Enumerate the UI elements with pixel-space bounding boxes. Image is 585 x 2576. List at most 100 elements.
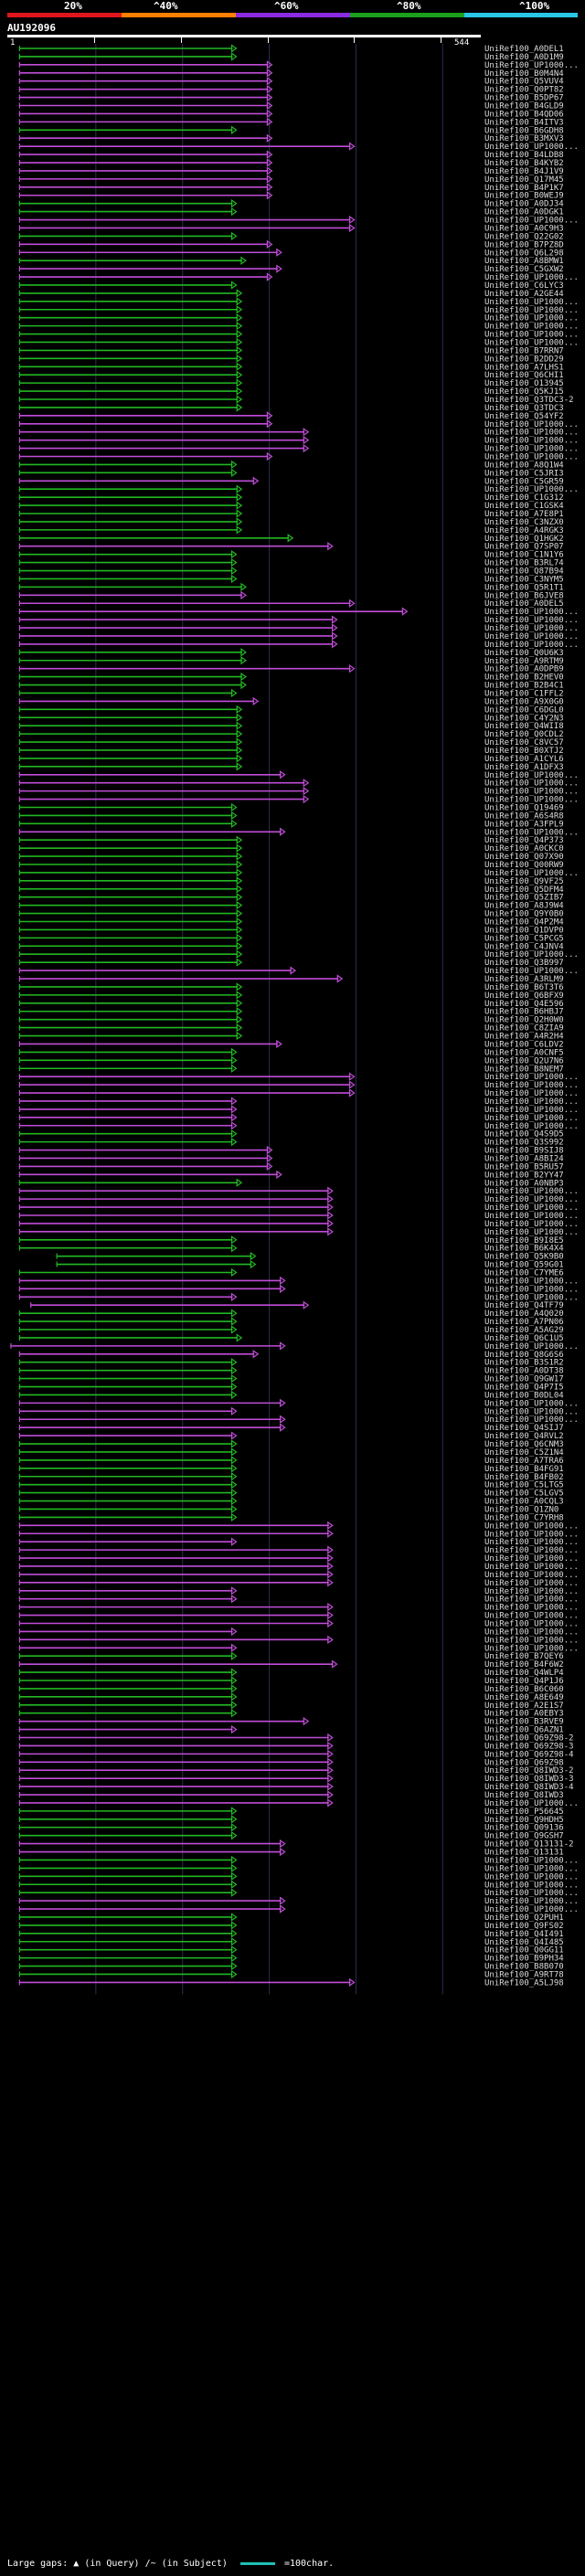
hit-row[interactable]: UniRef100_Q4E596: [18, 999, 564, 1009]
hit-label[interactable]: UniRef100_A7PN06: [484, 1318, 564, 1327]
hit-row[interactable]: UniRef100_UP1000...: [18, 631, 579, 641]
hit-label[interactable]: UniRef100_UP1000...: [484, 1612, 579, 1621]
hit-label[interactable]: UniRef100_UP1000...: [484, 314, 579, 323]
hit-row[interactable]: UniRef100_B0DL04: [18, 1390, 564, 1400]
hit-label[interactable]: UniRef100_B6JVE8: [484, 591, 564, 600]
hit-row[interactable]: UniRef100_A0DT38: [18, 1366, 564, 1376]
hit-row[interactable]: UniRef100_Q17M45: [18, 175, 564, 185]
hit-label[interactable]: UniRef100_UP1000...: [484, 869, 579, 878]
hit-row[interactable]: UniRef100_Q1ZN0: [18, 1504, 558, 1514]
hit-label[interactable]: UniRef100_Q1DVP0: [484, 926, 564, 935]
hit-row[interactable]: UniRef100_Q6BFX9: [18, 991, 564, 1001]
hit-row[interactable]: UniRef100_B2DD29: [18, 354, 564, 364]
hit-label[interactable]: UniRef100_UP1000...: [484, 1872, 579, 1882]
hit-label[interactable]: UniRef100_Q4RVL2: [484, 1432, 564, 1441]
hit-row[interactable]: UniRef100_Q87B94: [18, 566, 564, 577]
hit-label[interactable]: UniRef100_Q9GW17: [484, 1375, 564, 1384]
hit-label[interactable]: UniRef100_B7PZ8D: [484, 240, 564, 249]
hit-label[interactable]: UniRef100_C5GXW2: [484, 265, 564, 274]
hit-label[interactable]: UniRef100_Q4I491: [484, 1930, 564, 1939]
hit-row[interactable]: UniRef100_Q9GW17: [18, 1373, 564, 1384]
hit-label[interactable]: UniRef100_UP1000...: [484, 1644, 579, 1653]
hit-row[interactable]: UniRef100_A0DEL1: [18, 44, 564, 54]
hit-row[interactable]: UniRef100_Q2H0W0: [18, 1015, 564, 1025]
hit-row[interactable]: UniRef100_A7LHS1: [18, 362, 564, 372]
hit-label[interactable]: UniRef100_A9RTM9: [484, 657, 564, 666]
hit-label[interactable]: UniRef100_A0DJ34: [484, 200, 564, 209]
hit-row[interactable]: UniRef100_UP1000...: [18, 305, 579, 315]
hit-label[interactable]: UniRef100_C8VC57: [484, 738, 564, 747]
hit-label[interactable]: UniRef100_A0CKC0: [484, 844, 564, 853]
hit-row[interactable]: UniRef100_Q5KJ15: [18, 387, 564, 397]
hit-label[interactable]: UniRef100_UP1000...: [484, 1587, 579, 1596]
hit-label[interactable]: UniRef100_UP1000...: [484, 331, 579, 340]
hit-row[interactable]: UniRef100_UP1000...: [18, 1211, 579, 1221]
hit-label[interactable]: UniRef100_UP1000...: [484, 1554, 579, 1564]
hit-label[interactable]: UniRef100_A6S4R8: [484, 811, 564, 821]
hit-row[interactable]: UniRef100_C1N1Y6: [18, 550, 564, 560]
hit-label[interactable]: UniRef100_C3NYM5: [484, 575, 564, 584]
hit-label[interactable]: UniRef100_UP1000...: [484, 828, 579, 837]
hit-label[interactable]: UniRef100_A2E1S7: [484, 1701, 564, 1711]
hit-row[interactable]: UniRef100_C6LYC3: [18, 281, 564, 291]
hit-label[interactable]: UniRef100_Q8IWD3-4: [484, 1783, 574, 1792]
hit-row[interactable]: UniRef100_A7TRA6: [18, 1456, 564, 1466]
hit-label[interactable]: UniRef100_Q2H0W0: [484, 1016, 564, 1025]
hit-label[interactable]: UniRef100_Q69Z98: [484, 1758, 564, 1767]
hit-label[interactable]: UniRef100_B3S1R2: [484, 1359, 564, 1368]
hit-row[interactable]: UniRef100_UP1000...: [18, 1529, 579, 1539]
hit-label[interactable]: UniRef100_UP1000...: [484, 1530, 579, 1539]
hit-label[interactable]: UniRef100_Q4WII8: [484, 722, 564, 731]
hit-label[interactable]: UniRef100_B4ITV3: [484, 118, 564, 127]
hit-label[interactable]: UniRef100_Q4P7I5: [484, 1383, 564, 1393]
hit-row[interactable]: UniRef100_Q0U6K3: [18, 648, 564, 658]
hit-row[interactable]: UniRef100_C5PCG5: [18, 933, 564, 943]
hit-label[interactable]: UniRef100_C5LGV5: [484, 1489, 564, 1499]
hit-label[interactable]: UniRef100_A0C9H3: [484, 224, 564, 233]
hit-row[interactable]: UniRef100_C3NYM5: [18, 574, 564, 584]
hit-row[interactable]: UniRef100_B3MXV3: [18, 133, 564, 143]
hit-row[interactable]: UniRef100_UP1000...: [18, 1284, 579, 1294]
hit-row[interactable]: UniRef100_C5GXW2: [18, 264, 564, 274]
hit-row[interactable]: UniRef100_B6JVE8: [18, 590, 564, 600]
hit-row[interactable]: UniRef100_B4LDB8: [18, 150, 564, 160]
hit-row[interactable]: UniRef100_B4J1V9: [18, 166, 564, 176]
hit-label[interactable]: UniRef100_B5DP67: [484, 94, 564, 103]
hit-row[interactable]: UniRef100_UP1000...: [18, 1105, 579, 1115]
hit-label[interactable]: UniRef100_Q9Y0B0: [484, 910, 564, 919]
hit-label[interactable]: UniRef100_UP1000...: [484, 306, 579, 315]
hit-label[interactable]: UniRef100_C7YRH8: [484, 1513, 564, 1522]
hit-row[interactable]: UniRef100_Q19469: [18, 802, 564, 812]
hit-row[interactable]: UniRef100_UP1000...: [18, 1203, 579, 1213]
hit-label[interactable]: UniRef100_UP1000...: [484, 779, 579, 789]
hit-row[interactable]: UniRef100_UP1000...: [18, 1553, 579, 1564]
hit-row[interactable]: UniRef100_A9X0G0: [18, 696, 564, 706]
hit-row[interactable]: UniRef100_UP1000...: [18, 1888, 579, 1898]
hit-row[interactable]: UniRef100_Q4P2M4: [18, 917, 564, 928]
hit-label[interactable]: UniRef100_Q13131: [484, 1849, 564, 1858]
hit-label[interactable]: UniRef100_UP1000...: [484, 1399, 579, 1408]
hit-row[interactable]: UniRef100_C7YME6: [18, 1267, 564, 1278]
hit-label[interactable]: UniRef100_UP1000...: [484, 143, 579, 152]
hit-row[interactable]: UniRef100_A0DEL5: [18, 599, 564, 609]
hit-row[interactable]: UniRef100_Q2U7N6: [18, 1055, 564, 1065]
hit-label[interactable]: UniRef100_Q2U7N6: [484, 1056, 564, 1065]
hit-row[interactable]: UniRef100_B5RU57: [18, 1161, 564, 1171]
hit-label[interactable]: UniRef100_Q4E596: [484, 1000, 564, 1009]
hit-row[interactable]: UniRef100_A0DPB9: [18, 664, 564, 674]
hit-row[interactable]: UniRef100_Q69Z98-3: [18, 1741, 574, 1751]
hit-label[interactable]: UniRef100_B9SIJ8: [484, 1147, 564, 1156]
hit-row[interactable]: UniRef100_Q3B997: [18, 958, 564, 968]
hit-row[interactable]: UniRef100_Q1HGK2: [18, 534, 564, 544]
hit-label[interactable]: UniRef100_C4JNV4: [484, 942, 564, 951]
hit-label[interactable]: UniRef100_Q9GSH7: [484, 1832, 564, 1841]
hit-label[interactable]: UniRef100_C1G312: [484, 493, 564, 503]
hit-row[interactable]: UniRef100_C4JNV4: [18, 941, 564, 951]
hit-row[interactable]: UniRef100_C5LTG5: [18, 1480, 564, 1490]
hit-row[interactable]: UniRef100_UP1000...: [18, 1627, 579, 1637]
hit-row[interactable]: UniRef100_UP1000...: [18, 1545, 579, 1555]
hit-row[interactable]: UniRef100_Q4I485: [18, 1937, 564, 1947]
hit-row[interactable]: UniRef100_B4F6W2: [18, 1659, 564, 1670]
hit-label[interactable]: UniRef100_Q69Z98-3: [484, 1742, 574, 1751]
hit-row[interactable]: UniRef100_B4ITV3: [18, 117, 564, 127]
